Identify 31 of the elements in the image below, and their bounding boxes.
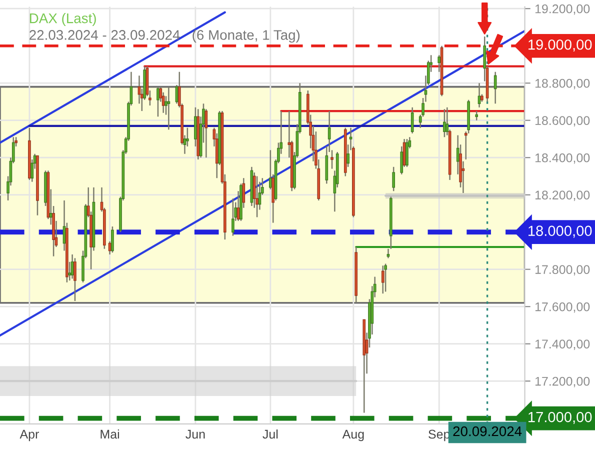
candlestick — [111, 226, 114, 254]
candlestick — [443, 108, 446, 138]
y-tick-label: 17.400,00 — [535, 340, 590, 350]
candlestick — [381, 264, 384, 294]
candlestick — [392, 166, 396, 192]
y-tick-label: 17.800,00 — [535, 265, 590, 276]
candlestick — [410, 106, 414, 134]
y-tick-label: 17.200,00 — [535, 376, 590, 388]
x-tick-label: Jun — [186, 430, 205, 439]
x-tick-label: Jul — [262, 429, 278, 439]
x-tick-label: Aug — [342, 430, 364, 442]
candlestick — [438, 54, 441, 73]
y-tick-label: 18.600,00 — [535, 116, 590, 126]
candlestick — [232, 198, 234, 236]
candlestick — [406, 138, 408, 168]
candlestick — [256, 176, 258, 218]
y-tick-label: 18.800,00 — [535, 78, 590, 90]
x-tick-label: Apr — [20, 430, 39, 442]
x-tick-label: Mai — [100, 429, 120, 439]
y-tick-label: 18.400,00 — [535, 153, 590, 164]
text: 22.03.2024 - 23.09.2024 (6 Monate, 1 Tag) — [30, 30, 300, 43]
candlestick — [475, 110, 478, 121]
y-tick-label: 17.600,00 — [535, 302, 590, 313]
chart-title: DAX (Last) — [30, 13, 96, 26]
candlestick — [384, 263, 387, 292]
ref-line-label: 20.09.2024 — [453, 426, 522, 436]
y-tick-label: 19.200,00 — [535, 4, 590, 15]
ref-line-label: 18.000,00 — [528, 226, 592, 238]
ref-line-label: 17.000,00 — [528, 412, 592, 424]
ref-line-label: 19.000,00 — [528, 39, 592, 52]
y-tick-label: 18.200,00 — [535, 190, 590, 201]
